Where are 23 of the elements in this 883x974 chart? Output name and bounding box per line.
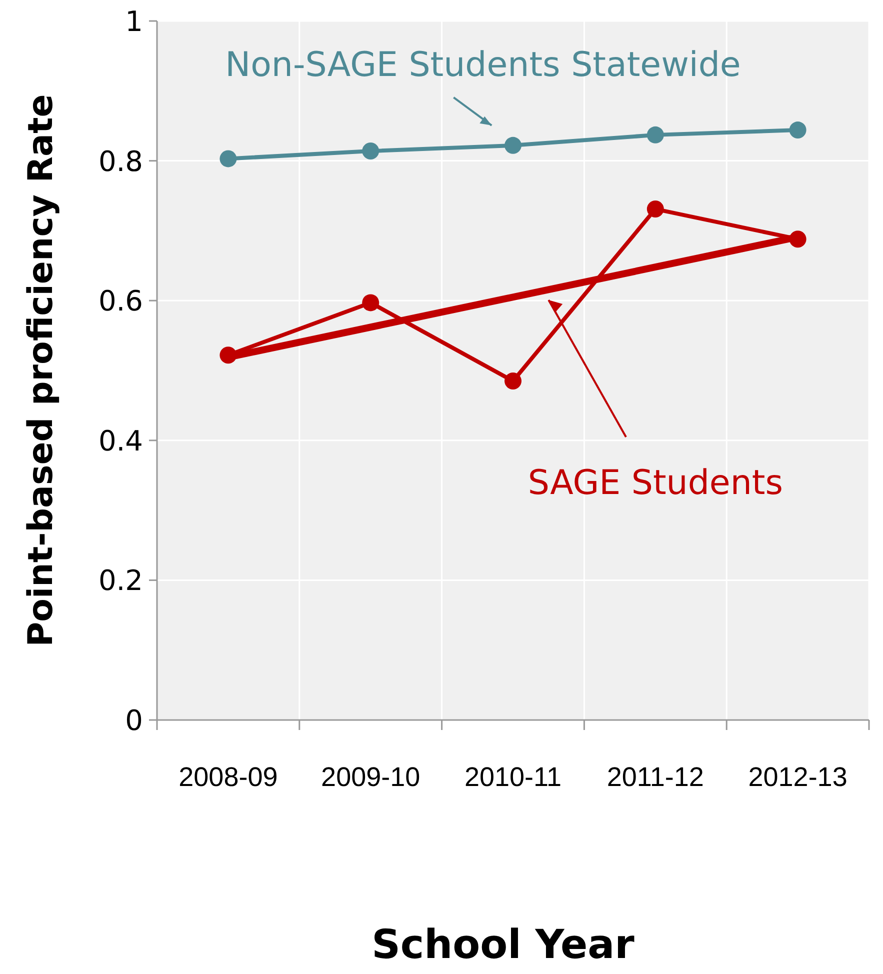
x-tick-label: 2008-09 — [178, 762, 278, 792]
point — [220, 150, 237, 168]
point — [362, 142, 380, 160]
point — [646, 200, 664, 218]
series-label: Non-SAGE Students Statewide — [225, 45, 741, 85]
point — [646, 126, 664, 144]
text: SAGE Students — [528, 463, 783, 503]
x-tick-label: 2009-10 — [321, 762, 420, 792]
point — [362, 294, 380, 312]
y-axis-title: Point-based proficiency Rate — [21, 94, 61, 647]
x-tick-label: 2012-13 — [748, 762, 848, 792]
x-tick-label: 2011-12 — [606, 762, 704, 792]
y-tick-label: 0.4 — [98, 424, 143, 458]
point — [504, 136, 522, 154]
y-tick-label: 1 — [125, 5, 143, 38]
point — [504, 372, 522, 390]
y-tick-label: 0 — [125, 704, 143, 737]
point — [789, 122, 806, 139]
x-tick-label: 2010-11 — [464, 762, 562, 792]
x-axis-title: School Year — [372, 922, 635, 968]
y-tick-label: 0.6 — [98, 284, 143, 318]
y-tick-label: 0.2 — [98, 564, 143, 598]
y-tick-label: 0.8 — [98, 144, 143, 178]
